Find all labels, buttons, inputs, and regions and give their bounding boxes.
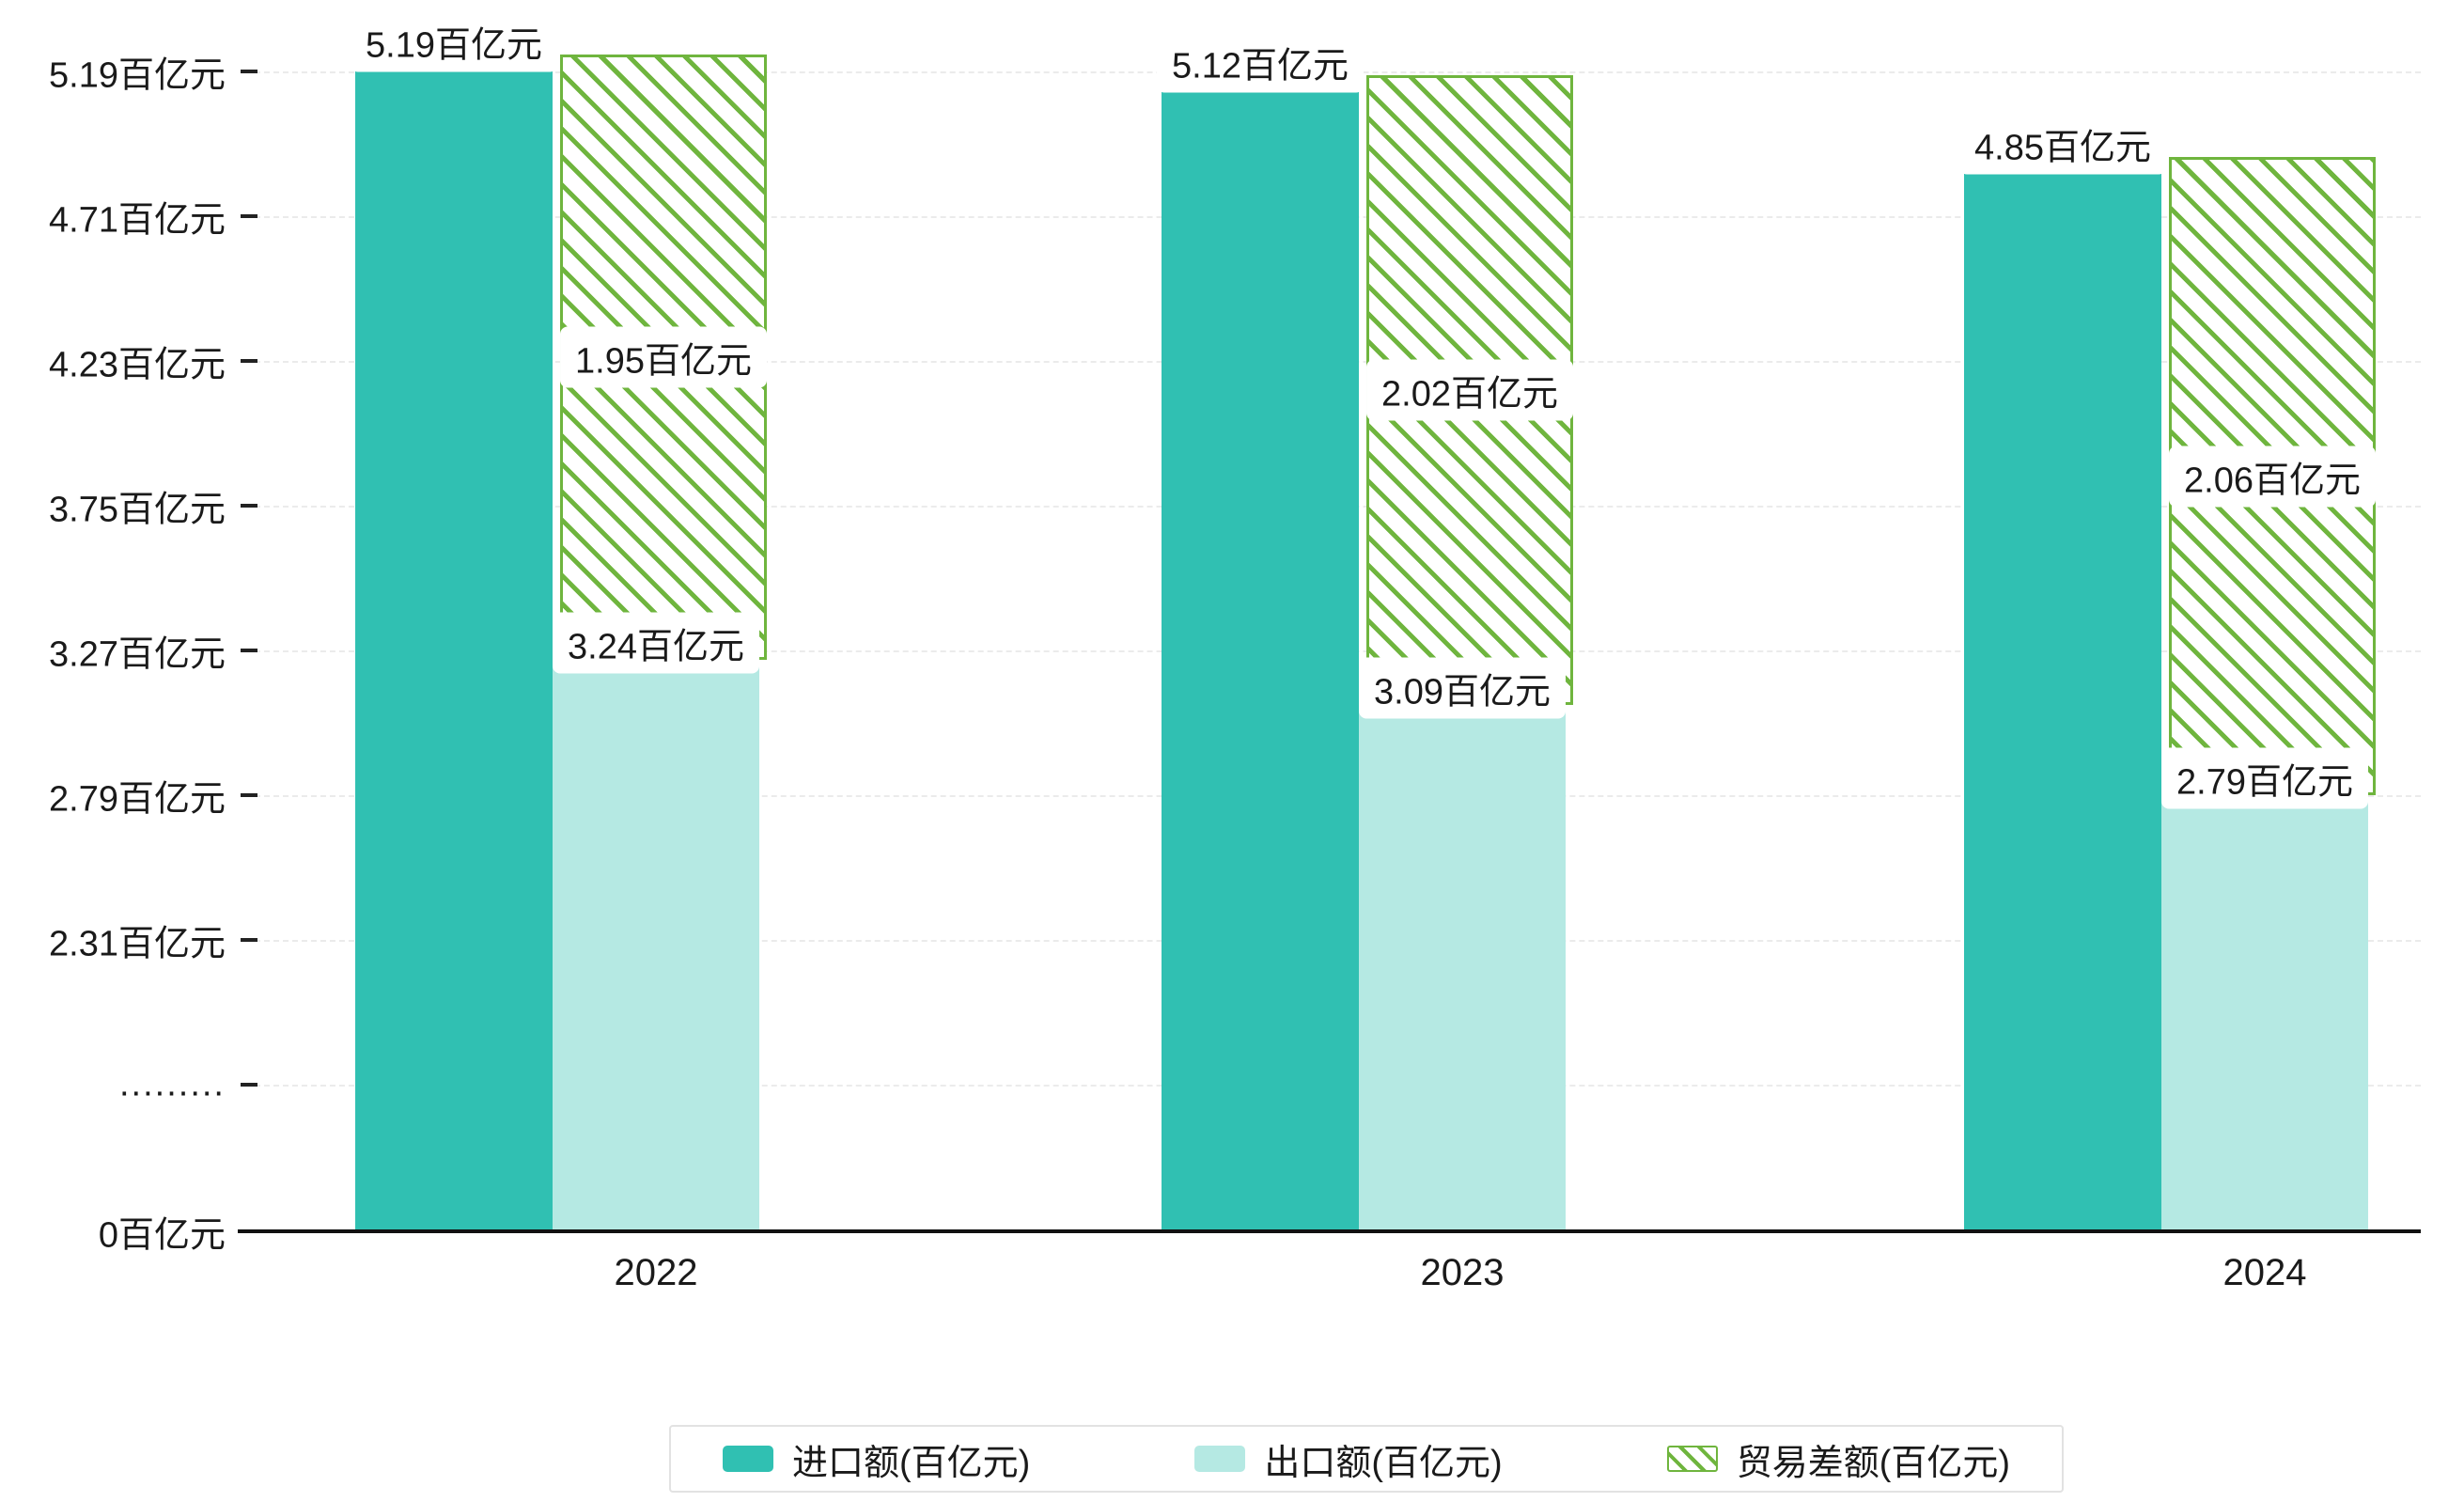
y-zero-label: 0百亿元 [98, 1215, 226, 1256]
legend-item-export[interactable]: 出口额(百亿元) [1194, 1433, 1503, 1485]
y-tick-mark [241, 214, 257, 218]
label-trade-balance-2024: 2.06百亿元 [2169, 446, 2376, 508]
export-swatch-icon [1194, 1446, 1246, 1472]
axis-break-label: ......... [118, 1064, 226, 1104]
legend: 进口额(百亿元) 出口额(百亿元) 贸易差额(百亿元) [669, 1425, 2064, 1493]
bar-export-2023 [1359, 704, 1566, 1231]
trade-balance-hatch-swatch-icon [1666, 1446, 1718, 1472]
legend-label-diff: 贸易差额(百亿元) [1736, 1443, 2010, 1483]
label-export-2022: 3.24百亿元 [553, 612, 759, 674]
y-tick-mark [241, 793, 257, 797]
bar-import-2023 [1162, 92, 1359, 1231]
y-tick-label: 4.71百亿元 [49, 200, 226, 241]
y-tick-mark [241, 1083, 257, 1087]
bar-import-2024 [1964, 174, 2161, 1231]
import-swatch-icon [723, 1446, 773, 1472]
y-tick-mark [241, 359, 257, 363]
y-tick-mark [241, 649, 257, 652]
y-tick-label: 2.31百亿元 [49, 924, 226, 964]
y-tick-label: 5.19百亿元 [49, 55, 226, 96]
bar-import-2022 [355, 71, 553, 1231]
x-axis-label-2023: 2023 [1420, 1252, 1505, 1293]
y-tick-mark [241, 70, 257, 73]
bar-export-2022 [553, 659, 759, 1231]
label-trade-balance-2022: 1.95百亿元 [560, 326, 767, 388]
label-export-2024: 2.79百亿元 [2161, 747, 2368, 809]
label-export-2023: 3.09百亿元 [1359, 657, 1566, 719]
bar-export-2024 [2161, 795, 2368, 1231]
legend-item-import[interactable]: 进口额(百亿元) [723, 1433, 1030, 1485]
label-import-2023: 5.12百亿元 [1157, 31, 1364, 93]
y-tick-label: 3.27百亿元 [49, 634, 226, 675]
legend-label-import: 进口额(百亿元) [792, 1443, 1031, 1483]
y-tick-label: 3.75百亿元 [49, 490, 226, 530]
y-tick-mark [241, 938, 257, 942]
y-tick-label: 4.23百亿元 [49, 345, 226, 385]
label-import-2024: 4.85百亿元 [1959, 113, 2166, 175]
legend-item-diff[interactable]: 贸易差额(百亿元) [1666, 1433, 2010, 1485]
y-tick-mark [241, 504, 257, 508]
x-axis-label-2024: 2024 [2222, 1252, 2307, 1293]
label-import-2022: 5.19百亿元 [351, 10, 557, 72]
label-trade-balance-2023: 2.02百亿元 [1366, 359, 1573, 421]
y-tick-label: 2.79百亿元 [49, 779, 226, 820]
legend-label-export: 出口额(百亿元) [1264, 1443, 1503, 1483]
x-axis-label-2022: 2022 [614, 1252, 698, 1293]
x-axis-line [238, 1229, 2421, 1233]
